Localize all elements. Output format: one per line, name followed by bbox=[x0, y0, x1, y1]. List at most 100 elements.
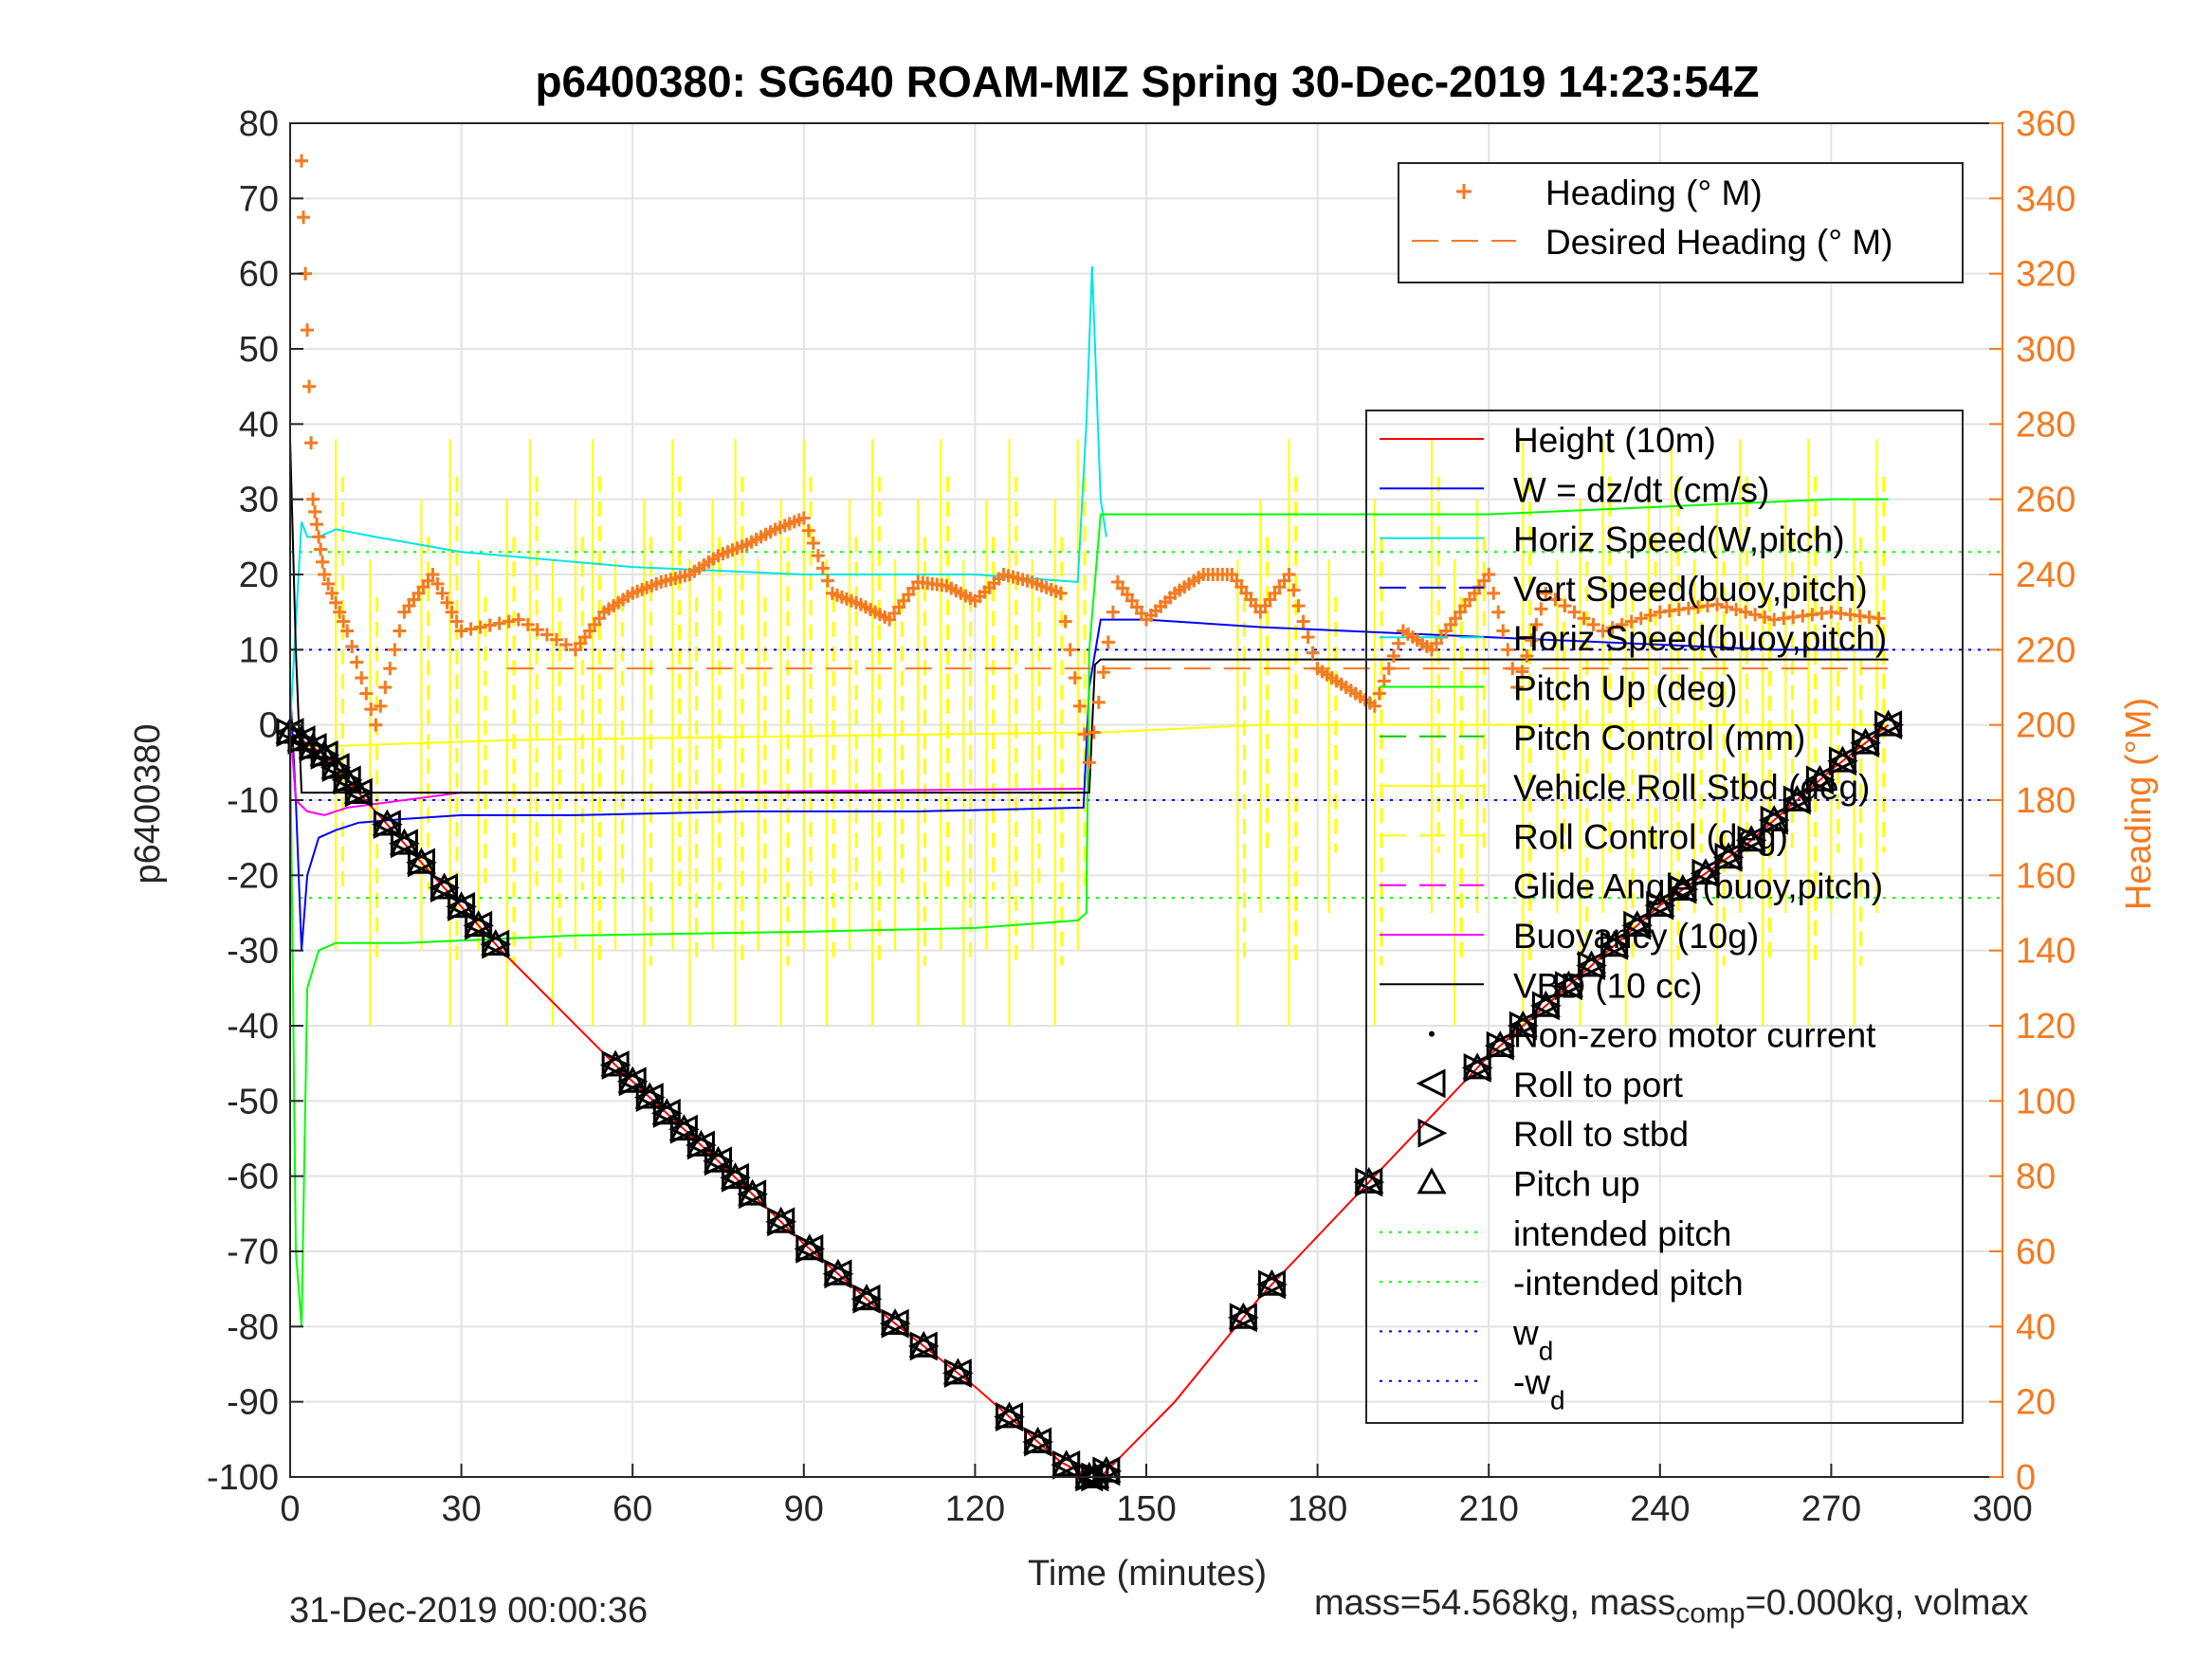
roll-port-marker bbox=[1804, 765, 1834, 795]
pitch-up-marker bbox=[795, 1233, 825, 1261]
heading-point bbox=[483, 618, 497, 632]
y-tick-label: -40 bbox=[227, 1007, 279, 1047]
motor-marker bbox=[1484, 1030, 1516, 1061]
heading-point bbox=[820, 574, 834, 588]
heading-point bbox=[1101, 635, 1115, 649]
pitch-up-marker bbox=[1577, 950, 1607, 977]
pitch-up-marker bbox=[1713, 842, 1744, 869]
heading-point bbox=[539, 628, 554, 642]
heading-point bbox=[1729, 603, 1744, 617]
heading-point bbox=[1306, 646, 1320, 660]
roll-port-marker bbox=[1667, 874, 1697, 904]
x-axis-label: Time (minutes) bbox=[1028, 1554, 1267, 1594]
y2-tick-label: 220 bbox=[2016, 630, 2075, 670]
roll-port-marker bbox=[650, 1098, 681, 1128]
y2-tick-label: 260 bbox=[2016, 481, 2075, 520]
heading-point bbox=[1291, 599, 1306, 613]
roll-port-marker bbox=[1781, 785, 1811, 815]
heading-point bbox=[1296, 614, 1310, 629]
y-tick-label: -90 bbox=[227, 1383, 279, 1423]
vehicle-roll-series bbox=[289, 439, 1889, 1026]
heading-point bbox=[369, 718, 383, 732]
motor-marker bbox=[1599, 930, 1630, 960]
y2-tick-label: 280 bbox=[2016, 405, 2075, 445]
legend-heading: Heading (° M) Desired Heading (° M) bbox=[1398, 162, 1964, 283]
heading-point bbox=[359, 686, 374, 701]
heading-point bbox=[1605, 621, 1619, 635]
y-tick-label: -60 bbox=[227, 1158, 279, 1197]
y-tick-label: -20 bbox=[227, 856, 279, 896]
y-tick-label: 30 bbox=[239, 481, 279, 520]
motor-marker bbox=[1804, 764, 1836, 795]
pitch-up-marker bbox=[372, 809, 402, 836]
pitch-up-marker bbox=[1051, 1449, 1082, 1477]
pitch-up-marker bbox=[389, 828, 419, 855]
y-tick-label: -70 bbox=[227, 1232, 279, 1272]
x-tick-label: 150 bbox=[1116, 1489, 1176, 1529]
motor-marker bbox=[480, 928, 512, 959]
roll-port-marker bbox=[765, 1207, 795, 1237]
roll-port-marker bbox=[1735, 825, 1765, 855]
heading-point bbox=[1377, 674, 1391, 688]
roll-port-marker bbox=[599, 1050, 630, 1080]
motor-marker bbox=[1758, 805, 1790, 835]
pitch-up-marker bbox=[1874, 709, 1904, 737]
heading-point bbox=[1634, 611, 1648, 626]
roll-port-marker bbox=[1644, 890, 1674, 921]
heading-point bbox=[1520, 648, 1534, 663]
y2-tick-label: 0 bbox=[2016, 1458, 2036, 1498]
heading-point bbox=[1720, 600, 1734, 614]
roll-port-marker bbox=[1599, 930, 1629, 960]
heading-point bbox=[549, 632, 563, 647]
heading-point bbox=[1091, 695, 1106, 709]
roll-port-marker bbox=[737, 1179, 767, 1210]
legend-label: VBD (10 cc) bbox=[1513, 966, 1702, 1005]
heading-point bbox=[440, 595, 454, 610]
roll-port-marker bbox=[463, 910, 493, 940]
pitch-up-marker bbox=[1759, 805, 1789, 832]
pitch-up-marker bbox=[1485, 1030, 1515, 1058]
pitch-up-marker bbox=[651, 1098, 682, 1125]
heading-point bbox=[1096, 665, 1110, 680]
pitch-up-marker bbox=[908, 1330, 939, 1358]
heading-point bbox=[318, 568, 332, 581]
heading-point bbox=[801, 523, 815, 538]
legend-label: Heading (° M) bbox=[1545, 173, 1763, 212]
pitch-up-marker bbox=[1256, 1268, 1287, 1296]
motor-marker bbox=[446, 891, 477, 921]
legend-entry: Heading (° M) bbox=[1456, 173, 1763, 212]
legend-box bbox=[1365, 410, 1964, 1424]
y2-tick-label: 20 bbox=[2016, 1383, 2056, 1423]
pitch-up-marker bbox=[634, 1082, 665, 1109]
heading-point bbox=[312, 530, 326, 544]
legend-entry: Glide Angle (buoy,pitch) bbox=[1380, 867, 1883, 906]
roll-port-marker bbox=[1690, 858, 1720, 888]
legend-label-sub: d bbox=[1550, 1386, 1565, 1415]
heading-point bbox=[310, 518, 324, 532]
pitch-up-marker bbox=[1354, 1166, 1384, 1194]
pitch-up-marker bbox=[880, 1308, 910, 1336]
heading-point bbox=[492, 616, 506, 630]
roll-port-marker bbox=[1256, 1269, 1286, 1300]
roll-port-marker bbox=[686, 1130, 715, 1160]
y2-tick-label: 360 bbox=[2016, 104, 2075, 144]
motor-marker bbox=[668, 1114, 700, 1144]
roll-port-marker bbox=[879, 1308, 909, 1339]
y-tick-label: 40 bbox=[239, 405, 279, 445]
y-tick-label: 60 bbox=[239, 255, 279, 295]
heading-point bbox=[530, 623, 544, 637]
motor-marker bbox=[599, 1049, 631, 1080]
legend-entry: Vehicle Roll Stbd (deg) bbox=[1380, 768, 1870, 807]
heading-point bbox=[1748, 608, 1763, 622]
heading-point bbox=[350, 655, 364, 669]
heading-point bbox=[1496, 624, 1510, 638]
roll-port-marker bbox=[1850, 728, 1880, 758]
heading-point bbox=[1586, 617, 1600, 631]
legend-label: Roll to stbd bbox=[1513, 1115, 1689, 1154]
y-tick-label: -30 bbox=[227, 932, 279, 972]
y2-tick-label: 240 bbox=[2016, 556, 2075, 595]
legend-entry: Pitch up bbox=[1417, 1165, 1640, 1204]
motor-marker bbox=[686, 1129, 717, 1160]
heading-point bbox=[1301, 630, 1315, 645]
